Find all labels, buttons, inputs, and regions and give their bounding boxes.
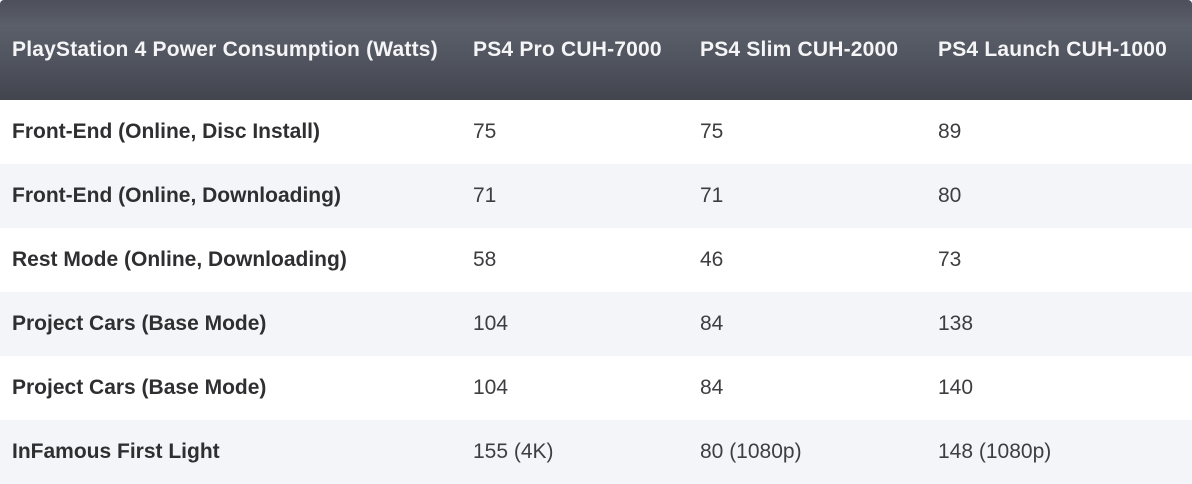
cell-pro-value: 58 (473, 248, 497, 271)
header-metric-column: PlayStation 4 Power Consumption (Watts) (12, 38, 438, 61)
header-ps4-launch: PS4 Launch CUH-1000 (938, 38, 1168, 61)
cell-slim-value: 84 (700, 376, 724, 399)
table-row: Front-End (Online, Downloading) 71 71 80 (0, 164, 1192, 228)
cell-slim-value: 84 (700, 312, 724, 335)
row-label: Front-End (Online, Disc Install) (12, 120, 321, 143)
table-row: Rest Mode (Online, Downloading) 58 46 73 (0, 228, 1192, 292)
row-label: Rest Mode (Online, Downloading) (12, 248, 347, 271)
row-label: Front-End (Online, Downloading) (12, 184, 341, 207)
cell-slim-value: 75 (700, 120, 724, 143)
cell-slim-value: 80 (1080p) (688, 420, 926, 484)
table-row: Front-End (Online, Disc Install) 75 75 8… (0, 100, 1192, 164)
cell-launch-value: 140 (938, 376, 974, 399)
cell-launch-value: 80 (938, 184, 962, 207)
header-ps4-pro: PS4 Pro CUH-7000 (473, 38, 662, 61)
table-row: Project Cars (Base Mode) 104 84 138 (0, 292, 1192, 356)
cell-pro-value: 155 (4K) (461, 420, 688, 484)
row-label: Project Cars (Base Mode) (12, 376, 267, 399)
table-header-row: PlayStation 4 Power Consumption (Watts) … (0, 0, 1192, 100)
cell-launch-value: 148 (1080p) (926, 420, 1192, 484)
cell-launch-value: 73 (938, 248, 962, 271)
cell-pro-value: 75 (473, 120, 497, 143)
row-label: Project Cars (Base Mode) (12, 312, 267, 335)
cell-slim-value: 71 (700, 184, 724, 207)
cell-pro-value: 71 (473, 184, 497, 207)
table-row: Project Cars (Base Mode) 104 84 140 (0, 356, 1192, 420)
header-ps4-slim: PS4 Slim CUH-2000 (700, 38, 899, 61)
cell-launch-value: 89 (938, 120, 962, 143)
cell-pro-value: 104 (473, 312, 509, 335)
cell-pro-value: 104 (473, 376, 509, 399)
row-label: InFamous First Light (0, 420, 461, 484)
table-row: InFamous First Light 155 (4K) 80 (1080p)… (0, 420, 1192, 484)
cell-launch-value: 138 (938, 312, 974, 335)
cell-slim-value: 46 (700, 248, 724, 271)
